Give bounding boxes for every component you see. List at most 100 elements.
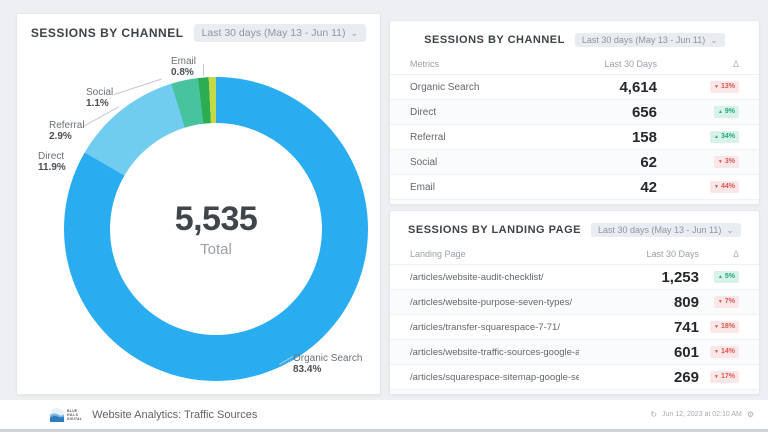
metric-value: 656 — [631, 103, 657, 121]
metric-label: Referral — [410, 131, 446, 143]
leader-line — [203, 64, 204, 76]
delta-badge: 13% — [710, 81, 739, 93]
sessions-by-channel-table-card: SESSIONS BY CHANNEL Last 30 days (May 13… — [389, 20, 760, 205]
delta-badge: 44% — [710, 181, 739, 193]
table-row: (Other) 3 50% — [390, 200, 759, 205]
metric-value: 158 — [631, 128, 657, 146]
table-row: /articles/… 252 8% — [390, 390, 759, 395]
table-header-row: Landing Page Last 30 Days Δ — [390, 243, 759, 265]
metric-value: 3 — [537, 204, 657, 205]
delta-arrow-icon — [718, 158, 723, 166]
last-updated: ↻ Jun 12, 2023 at 02:10 AM ⚙ — [650, 410, 754, 419]
table-row: /articles/transfer-squarespace-7-71/ 741… — [390, 315, 759, 340]
delta-cell: 14% — [699, 346, 739, 358]
delta-arrow-icon — [714, 133, 719, 141]
date-range-dropdown[interactable]: Last 30 days (May 13 - Jun 11) ⌄ — [574, 33, 725, 47]
total-sessions-label: Total — [200, 241, 232, 258]
delta-badge: 14% — [710, 346, 739, 358]
table-row: Referral 158 34% — [390, 125, 759, 150]
metric-value: 601 — [673, 343, 699, 361]
landing-page-label: /articles/website-audit-checklist/ — [410, 271, 544, 283]
total-sessions-value: 5,535 — [174, 200, 258, 238]
metric-value: 809 — [673, 293, 699, 311]
metric-label: Direct — [410, 106, 437, 118]
delta-badge: 5% — [713, 271, 739, 283]
delta-badge: 17% — [710, 371, 739, 383]
table-row: Social 62 3% — [390, 150, 759, 175]
column-header-landing-page: Landing Page — [410, 248, 466, 259]
brand-name: BLUE HILLS DIGITAL — [67, 408, 83, 421]
delta-cell: 5% — [699, 271, 739, 283]
panel-title: SESSIONS BY CHANNEL — [424, 34, 565, 46]
sessions-by-landing-page-table-card: SESSIONS BY LANDING PAGE Last 30 days (M… — [389, 210, 760, 395]
brand-logo: BLUE HILLS DIGITAL — [50, 407, 83, 422]
delta-cell: 13% — [657, 81, 739, 93]
delta-arrow-icon — [714, 323, 719, 331]
settings-icon: ⚙ — [746, 410, 754, 419]
chevron-down-icon: ⌄ — [710, 35, 718, 45]
column-header-delta: Δ — [732, 248, 739, 259]
dashboard-footer: BLUE HILLS DIGITAL Website Analytics: Tr… — [0, 400, 768, 429]
delta-arrow-icon — [714, 348, 719, 356]
date-range-dropdown[interactable]: Last 30 days (May 13 - Jun 11) ⌄ — [193, 24, 367, 42]
delta-cell: 34% — [657, 131, 739, 143]
table-row: Organic Search 4,614 13% — [390, 75, 759, 100]
last-updated-text: Jun 12, 2023 at 02:10 AM — [662, 411, 742, 418]
date-range-value: Last 30 days (May 13 - Jun 11) — [581, 35, 706, 45]
metric-label: Organic Search — [410, 81, 480, 93]
table-card-header: SESSIONS BY CHANNEL Last 30 days (May 13… — [390, 31, 759, 49]
metric-value: 1,253 — [661, 268, 699, 286]
column-header-delta: Δ — [732, 58, 739, 69]
table-row: /articles/squarespace-sitemap-google-sea… — [390, 365, 759, 390]
column-header-period: Last 30 Days — [646, 248, 699, 259]
delta-cell: 18% — [699, 321, 739, 333]
slice-label-direct: Direct 11.9% — [38, 151, 66, 173]
donut-center: 5,535 Total — [110, 123, 322, 335]
sessions-by-channel-chart-card: SESSIONS BY CHANNEL Last 30 days (May 13… — [16, 13, 381, 395]
landing-page-label: /articles/squarespace-sitemap-google-sea… — [410, 371, 579, 383]
slice-label-email: Email 0.8% — [171, 56, 197, 78]
delta-arrow-icon — [718, 108, 723, 116]
landing-page-label: /articles/website-purpose-seven-types/ — [410, 296, 573, 308]
wave-globe-icon — [50, 407, 64, 422]
delta-arrow-icon — [718, 273, 723, 281]
metric-value: 62 — [640, 153, 657, 171]
landing-page-label: /articles/transfer-squarespace-7-71/ — [410, 321, 560, 333]
metric-value: 252 — [579, 394, 699, 395]
delta-arrow-icon — [714, 373, 719, 381]
date-range-dropdown[interactable]: Last 30 days (May 13 - Jun 11) ⌄ — [591, 223, 741, 237]
metric-value: 741 — [673, 318, 699, 336]
refresh-icon: ↻ — [650, 410, 658, 419]
delta-arrow-icon — [714, 83, 719, 91]
donut-chart-area: 5,535 Total Email 0.8% Social 1.1% Referra… — [17, 14, 380, 394]
table-row: /articles/website-traffic-sources-google… — [390, 340, 759, 365]
chevron-down-icon: ⌄ — [726, 225, 734, 235]
landing-page-label: /articles/website-traffic-sources-google… — [410, 346, 579, 358]
delta-cell: 3% — [657, 156, 739, 168]
landing-table-body: /articles/website-audit-checklist/ 1,253… — [390, 265, 759, 395]
slice-label-social: Social 1.1% — [86, 87, 114, 109]
delta-badge: 18% — [710, 321, 739, 333]
delta-badge: 3% — [713, 156, 739, 168]
column-header-metrics: Metrics — [410, 58, 439, 69]
metric-value: 269 — [673, 368, 699, 386]
panel-title: SESSIONS BY LANDING PAGE — [408, 224, 581, 236]
delta-cell: 17% — [699, 371, 739, 383]
table-header-row: Metrics Last 30 Days Δ — [390, 53, 759, 75]
delta-cell: 7% — [699, 296, 739, 308]
chart-card-header: SESSIONS BY CHANNEL Last 30 days (May 13… — [17, 24, 380, 42]
metric-label: Social — [410, 156, 438, 168]
channel-table-body: Organic Search 4,614 13% Direct 656 9% R… — [390, 75, 759, 205]
table-row: Direct 656 9% — [390, 100, 759, 125]
delta-cell: 9% — [657, 106, 739, 118]
delta-cell: 44% — [657, 181, 739, 193]
chevron-down-icon: ⌄ — [350, 28, 359, 38]
delta-arrow-icon — [714, 183, 719, 191]
date-range-value: Last 30 days (May 13 - Jun 11) — [201, 27, 346, 39]
column-header-period: Last 30 Days — [604, 58, 657, 69]
viewport-bottom-edge — [0, 429, 768, 432]
table-row: /articles/website-audit-checklist/ 1,253… — [390, 265, 759, 290]
date-range-value: Last 30 days (May 13 - Jun 11) — [598, 225, 722, 235]
delta-arrow-icon — [718, 298, 723, 306]
table-row: /articles/website-purpose-seven-types/ 8… — [390, 290, 759, 315]
